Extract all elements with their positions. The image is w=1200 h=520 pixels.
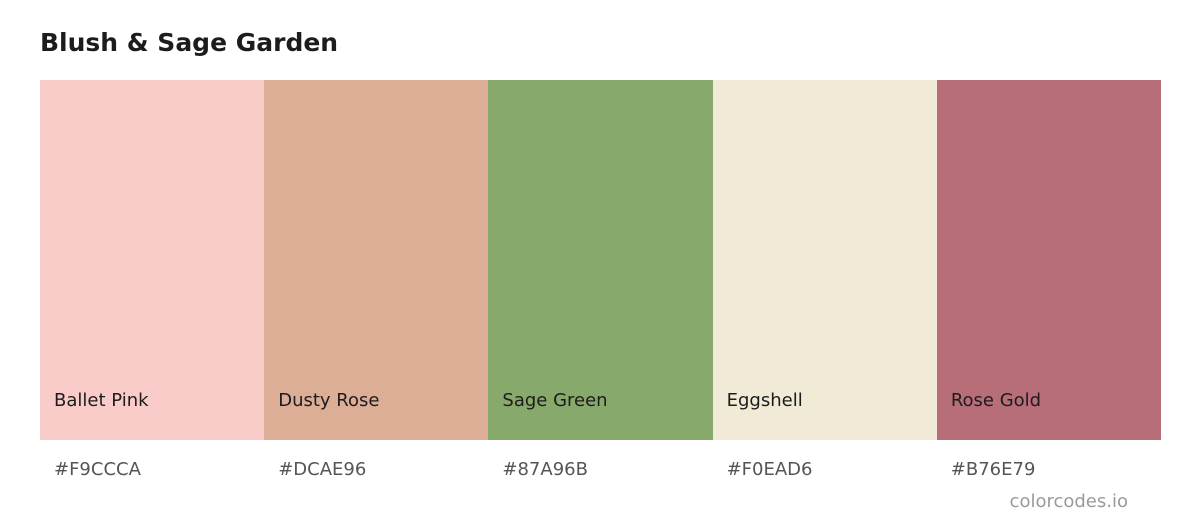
color-swatch: Dusty Rose: [264, 80, 489, 440]
color-hex: #87A96B: [502, 459, 588, 480]
color-name: Dusty Rose: [278, 390, 380, 411]
color-hex: #B76E79: [950, 459, 1036, 480]
swatch-row: Ballet Pink Dusty Rose Sage Green Eggshell R…: [40, 80, 1162, 440]
site-credit: colorcodes.io: [1009, 491, 1128, 512]
color-swatch: Eggshell: [712, 80, 937, 440]
color-name: Ballet Pink: [54, 390, 149, 411]
color-swatch: Sage Green: [488, 80, 713, 440]
color-hex: #F0EAD6: [726, 459, 813, 480]
color-hex: #F9CCCA: [54, 459, 141, 480]
color-name: Eggshell: [726, 390, 803, 411]
color-name: Sage Green: [502, 390, 608, 411]
palette-title: Blush & Sage Garden: [40, 28, 339, 57]
color-name: Rose Gold: [950, 390, 1042, 411]
color-swatch: Ballet Pink: [40, 80, 265, 440]
color-swatch: Rose Gold: [936, 80, 1162, 440]
color-hex: #DCAE96: [278, 459, 367, 480]
